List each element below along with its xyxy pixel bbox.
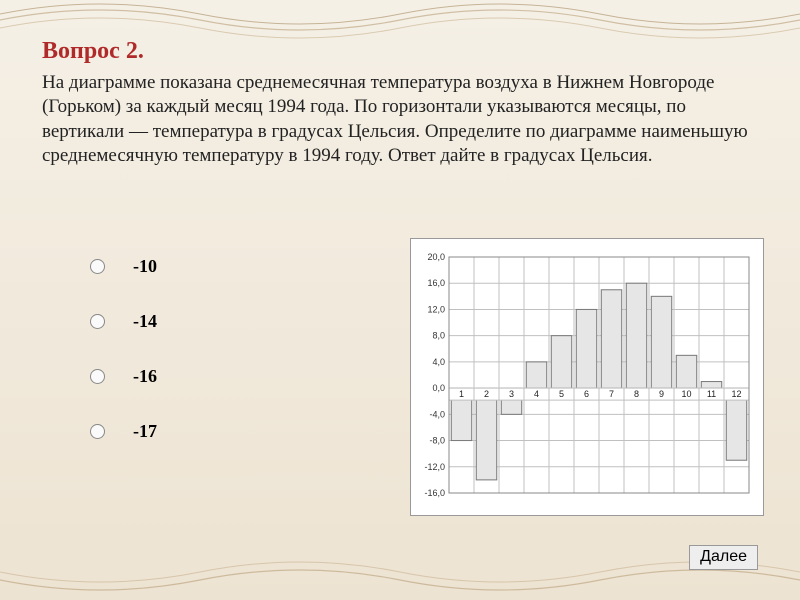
svg-text:2: 2 xyxy=(484,389,489,399)
svg-text:6: 6 xyxy=(584,389,589,399)
option-label: -14 xyxy=(133,311,157,332)
option-1[interactable]: -10 xyxy=(90,256,157,277)
svg-text:-12,0: -12,0 xyxy=(424,462,445,472)
svg-text:-4,0: -4,0 xyxy=(429,409,445,419)
svg-text:1: 1 xyxy=(459,389,464,399)
decorative-waves-top xyxy=(0,0,800,40)
option-label: -17 xyxy=(133,421,157,442)
question-title: Вопрос 2. xyxy=(42,38,758,65)
svg-text:3: 3 xyxy=(509,389,514,399)
svg-text:20,0: 20,0 xyxy=(427,252,445,262)
svg-text:7: 7 xyxy=(609,389,614,399)
temperature-chart: 20,0 16,0 12,0 8,0 4,0 0,0 -4,0 -8,0 -12,0 -16,0 1… xyxy=(410,238,764,516)
svg-text:8: 8 xyxy=(634,389,639,399)
next-button[interactable]: Далее xyxy=(689,545,758,570)
decorative-waves-bottom xyxy=(0,560,800,600)
radio-icon xyxy=(90,424,105,439)
option-3[interactable]: -16 xyxy=(90,366,157,387)
question-text: На диаграмме показана среднемесячная тем… xyxy=(42,71,758,168)
svg-text:-16,0: -16,0 xyxy=(424,488,445,498)
svg-text:16,0: 16,0 xyxy=(427,278,445,288)
option-4[interactable]: -17 xyxy=(90,421,157,442)
svg-text:9: 9 xyxy=(659,389,664,399)
svg-text:-8,0: -8,0 xyxy=(429,436,445,446)
answer-options: -10 -14 -16 -17 xyxy=(90,256,157,476)
svg-text:5: 5 xyxy=(559,389,564,399)
svg-text:11: 11 xyxy=(707,389,716,399)
svg-text:4: 4 xyxy=(534,389,539,399)
svg-text:12,0: 12,0 xyxy=(427,304,445,314)
svg-text:4,0: 4,0 xyxy=(432,357,445,367)
svg-text:10: 10 xyxy=(681,389,691,399)
radio-icon xyxy=(90,369,105,384)
option-label: -16 xyxy=(133,366,157,387)
radio-icon xyxy=(90,314,105,329)
svg-text:8,0: 8,0 xyxy=(432,331,445,341)
svg-text:0,0: 0,0 xyxy=(432,383,445,393)
radio-icon xyxy=(90,259,105,274)
option-label: -10 xyxy=(133,256,157,277)
svg-text:12: 12 xyxy=(731,389,741,399)
option-2[interactable]: -14 xyxy=(90,311,157,332)
